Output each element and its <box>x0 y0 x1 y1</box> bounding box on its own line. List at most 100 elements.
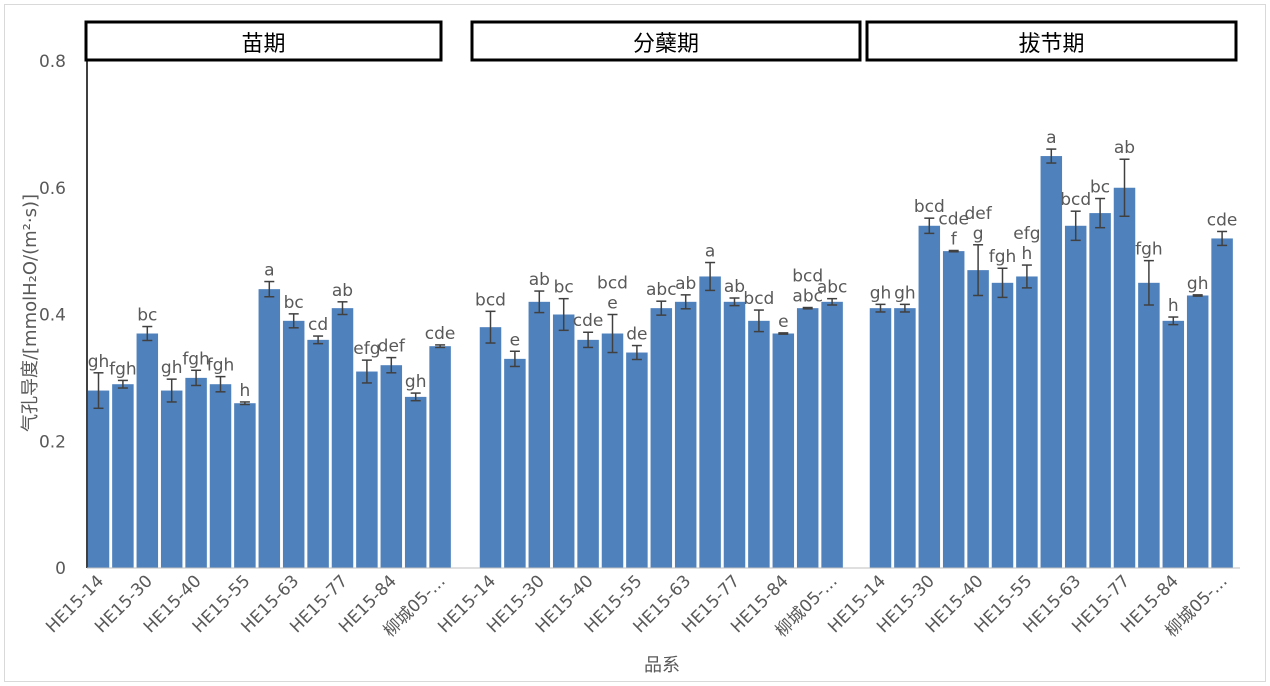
significance-letter: bcd <box>597 274 628 294</box>
bar <box>234 403 256 568</box>
significance-letter: def <box>378 337 406 357</box>
significance-letter: a <box>264 261 274 281</box>
panel-label: 苗期 <box>241 32 285 57</box>
significance-letter: bc <box>137 306 157 326</box>
error-bar <box>558 297 569 332</box>
bar <box>1211 238 1233 568</box>
bar <box>626 352 648 568</box>
error-bar <box>1143 259 1154 306</box>
bar <box>356 371 378 568</box>
bar <box>991 282 1014 568</box>
bar <box>1064 225 1087 568</box>
bar <box>504 358 526 568</box>
error-bar <box>142 325 153 342</box>
y-tick-label: 0.8 <box>39 52 66 72</box>
bar <box>185 377 207 568</box>
error-bar <box>117 379 128 389</box>
bar <box>772 333 795 568</box>
bar <box>479 327 502 568</box>
bar <box>282 320 305 568</box>
bar <box>821 301 843 568</box>
significance-letter: gh <box>894 283 916 303</box>
bar <box>918 225 941 568</box>
significance-letter: efg <box>353 339 380 359</box>
significance-letter: cde <box>573 311 604 331</box>
significance-letter: fgh <box>182 349 210 369</box>
y-tick-label: 0.6 <box>39 179 66 199</box>
error-bar <box>288 313 299 329</box>
error-bar <box>997 267 1008 299</box>
error-bar <box>656 300 667 316</box>
error-bar <box>166 378 177 403</box>
chart-frame <box>4 4 1266 682</box>
error-bar <box>534 290 545 314</box>
error-bar <box>485 310 496 344</box>
significance-letter: bcd <box>1060 190 1091 210</box>
error-bar <box>583 331 594 349</box>
significance-letter: gh <box>405 372 427 392</box>
error-bar <box>607 313 618 354</box>
bar <box>87 390 110 568</box>
error-bar <box>1119 158 1130 218</box>
bar <box>404 396 427 568</box>
error-bar <box>435 344 446 349</box>
panel-labels: 苗期 分蘖期 拔节期 <box>84 20 1238 62</box>
significance-letter: bcd <box>475 290 506 310</box>
error-bar <box>924 217 935 235</box>
panel-label: 分蘖期 <box>633 32 699 57</box>
error-bar <box>386 356 397 374</box>
significance-letter: de <box>626 325 647 345</box>
bar <box>209 384 232 568</box>
significance-letter: ab <box>1114 138 1135 158</box>
error-bar <box>264 280 275 298</box>
significance-letter: cd <box>308 315 328 335</box>
significance-letter: bc <box>284 293 304 313</box>
significance-letter: abc <box>646 280 677 300</box>
bar <box>160 390 183 568</box>
bar <box>601 333 624 568</box>
bar <box>1162 320 1185 568</box>
significance-letter: fgh <box>207 356 235 376</box>
error-bar <box>1095 197 1106 229</box>
significance-letter: a <box>705 242 715 262</box>
bar <box>1016 276 1038 568</box>
significance-letter: ab <box>529 270 550 290</box>
bar <box>723 301 746 568</box>
bar <box>528 301 551 568</box>
significance-letter: ab <box>724 277 745 297</box>
bar <box>136 333 159 568</box>
bar <box>1040 156 1063 568</box>
bar <box>650 308 673 568</box>
error-bar <box>753 309 764 333</box>
bar <box>674 301 697 568</box>
error-bar <box>729 297 740 307</box>
error-bar <box>215 375 226 393</box>
significance-letter: gh <box>870 283 892 303</box>
bar <box>942 251 965 568</box>
error-bar <box>778 332 789 335</box>
error-bar <box>899 303 910 313</box>
significance-letter: f <box>951 229 958 249</box>
significance-letter: def <box>964 204 992 224</box>
error-bar <box>827 297 838 306</box>
panel-header-box <box>470 20 862 62</box>
significance-letter: bcd <box>792 267 823 287</box>
bar <box>1089 213 1111 568</box>
significance-letter: abc <box>817 278 848 298</box>
error-bar <box>1168 316 1179 326</box>
y-tick-label: 0 <box>55 559 66 579</box>
bars <box>87 156 1233 568</box>
significance-letter: g <box>973 224 984 244</box>
significance-letter: fgh <box>989 247 1017 267</box>
error-bar <box>875 303 886 313</box>
error-bar <box>509 350 520 368</box>
significance-letter: fgh <box>109 359 137 379</box>
significance-letter: e <box>607 294 617 314</box>
significance-letter: ab <box>675 274 696 294</box>
error-bar <box>1046 148 1057 164</box>
significance-letter: efg <box>1013 224 1040 244</box>
bar <box>258 289 281 568</box>
error-bar <box>631 344 642 361</box>
bar <box>1138 282 1160 568</box>
